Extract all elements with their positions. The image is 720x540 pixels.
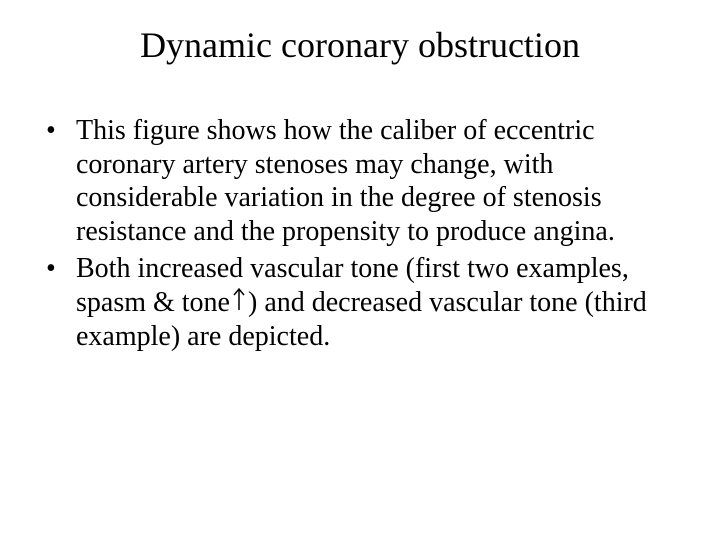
bullet-text: This figure shows how the caliber of ecc… [76, 115, 615, 247]
bullet-item: Both increased vascular tone (first two … [40, 252, 680, 353]
slide-title: Dynamic coronary obstruction [40, 24, 680, 66]
up-arrow-icon [232, 286, 246, 320]
bullet-item: This figure shows how the caliber of ecc… [40, 114, 680, 248]
bullet-list: This figure shows how the caliber of ecc… [40, 114, 680, 353]
